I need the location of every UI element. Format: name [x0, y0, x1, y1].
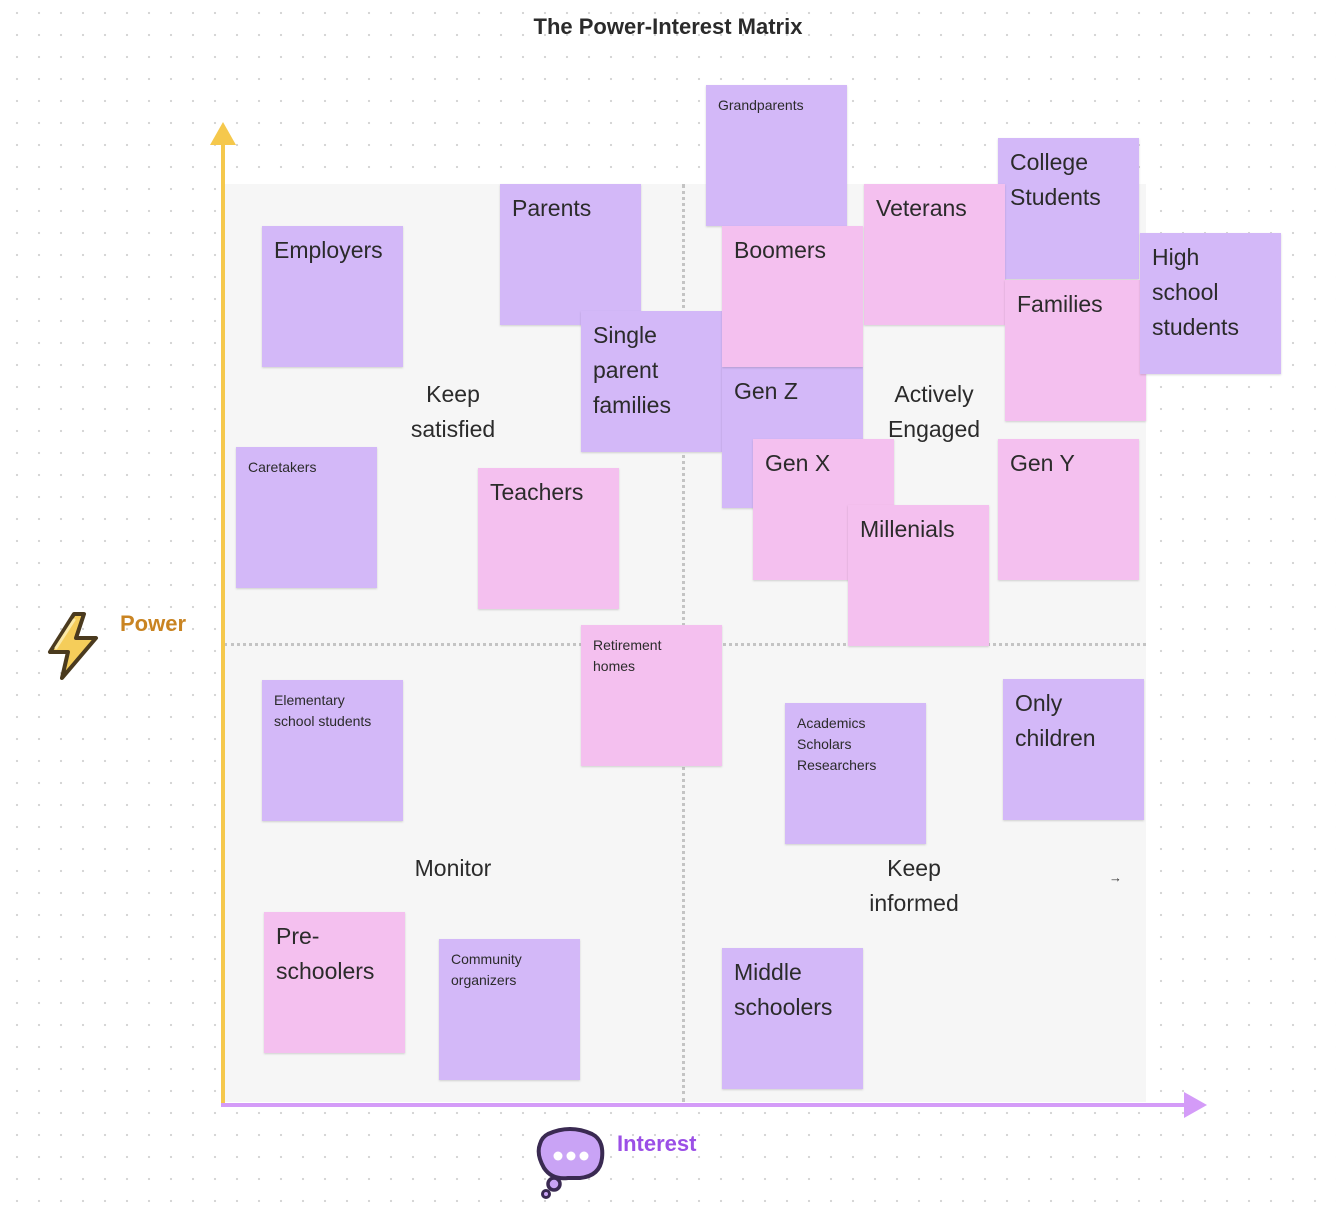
sticky-note-only-children[interactable]: Only children [1003, 679, 1144, 820]
quadrant-label-keep-informed: Keep informed [869, 855, 959, 916]
quadrant-label-keep-satisfied: Keep satisfied [410, 381, 496, 442]
sticky-note-single-parent-families[interactable]: Single parent families [581, 311, 722, 452]
sticky-note-gen-y[interactable]: Gen Y [998, 439, 1139, 580]
sticky-note-grandparents[interactable]: Grandparents [706, 85, 847, 226]
page-title: The Power-Interest Matrix [533, 14, 803, 39]
sticky-note-parents[interactable]: Parents [500, 184, 641, 325]
power-axis-label: Power [120, 611, 187, 636]
small-arrow-icon: → [1109, 870, 1122, 885]
sticky-note-teachers[interactable]: Teachers [478, 468, 619, 609]
quadrant-label-monitor: Monitor [414, 855, 492, 881]
sticky-note-veterans[interactable]: Veterans [864, 184, 1005, 325]
sticky-note-pre-schoolers[interactable]: Pre- schoolers [264, 912, 405, 1053]
quadrant-label-actively-engaged: Actively Engaged [887, 381, 981, 442]
sticky-note-retirement-homes[interactable]: Retirement homes [581, 625, 722, 766]
thought-bubble-icon [536, 1127, 605, 1199]
sticky-note-community-organizers[interactable]: Community organizers [439, 939, 580, 1080]
sticky-note-middle-schoolers[interactable]: Middle schoolers [722, 948, 863, 1089]
sticky-note-families[interactable]: Families [1005, 280, 1146, 421]
sticky-note-caretakers[interactable]: Caretakers [236, 447, 377, 588]
interest-axis-arrowhead [1184, 1092, 1207, 1118]
sticky-note-boomers[interactable]: Boomers [722, 226, 863, 367]
lightning-bolt-icon [48, 612, 98, 680]
sticky-note-high-school-students[interactable]: High school students [1140, 233, 1281, 374]
sticky-note-millenials[interactable]: Millenials [848, 505, 989, 646]
sticky-note-employers[interactable]: Employers [262, 226, 403, 367]
sticky-note-elementary-school-students[interactable]: Elementary school students [262, 680, 403, 821]
power-axis-arrowhead [210, 122, 236, 145]
interest-axis-label: Interest [617, 1131, 697, 1156]
sticky-note-college-students[interactable]: College Students [998, 138, 1139, 279]
sticky-note-academics-scholars-researchers[interactable]: Academics Scholars Researchers [785, 703, 926, 844]
